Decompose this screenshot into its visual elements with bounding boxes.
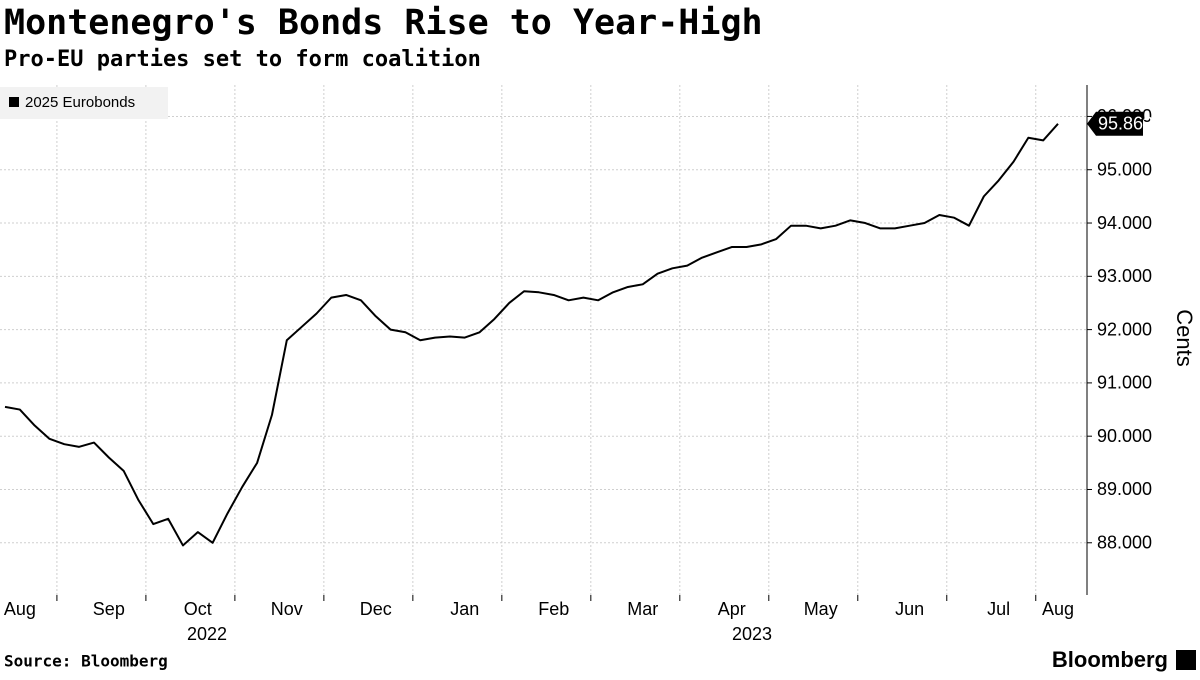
x-tick-label: Oct <box>184 599 212 619</box>
x-tick-label: Aug <box>1042 599 1074 619</box>
grid-layer <box>0 85 1087 595</box>
chart-subtitle: Pro-EU parties set to form coalition <box>4 47 481 72</box>
y-tick-label: 90.000 <box>1097 426 1152 446</box>
x-tick-label: Jul <box>987 599 1010 619</box>
last-value-label: 95.862 <box>1098 114 1153 134</box>
x-tick-label: Aug <box>4 599 36 619</box>
brand: Bloomberg <box>1052 647 1168 672</box>
legend-box <box>0 87 168 119</box>
x-tick-label: Mar <box>627 599 658 619</box>
y-tick-label: 88.000 <box>1097 533 1152 553</box>
x-tick-label: Jun <box>895 599 924 619</box>
x-tick-label: Nov <box>271 599 303 619</box>
x-tick-label: Jan <box>450 599 479 619</box>
y-axis-label: Cents <box>1172 309 1197 366</box>
y-tick-label: 89.000 <box>1097 479 1152 499</box>
source: Source: Bloomberg <box>4 652 168 671</box>
y-tick-label: 92.000 <box>1097 319 1152 339</box>
x-group-label: 2022 <box>187 624 227 644</box>
brand-icon <box>1176 650 1196 670</box>
x-tick-label: May <box>804 599 838 619</box>
chart-title: Montenegro's Bonds Rise to Year-High <box>4 3 763 43</box>
y-tick-label: 95.000 <box>1097 159 1152 179</box>
y-tick-label: 94.000 <box>1097 213 1152 233</box>
axis-layer: 88.000 89.000 90.000 91.000 92.000 93.000 94.0… <box>4 85 1153 644</box>
legend-swatch <box>9 97 19 107</box>
x-tick-label: Apr <box>718 599 746 619</box>
x-tick-label: Feb <box>538 599 569 619</box>
line-layer <box>4 123 1059 547</box>
x-tick-label: Sep <box>93 599 125 619</box>
x-tick-label: Dec <box>360 599 392 619</box>
y-tick-label: 93.000 <box>1097 266 1152 286</box>
series-line <box>4 123 1059 547</box>
y-tick-label: 91.000 <box>1097 373 1152 393</box>
last-value-tag <box>1087 111 1143 136</box>
legend-label: 2025 Eurobonds <box>25 94 135 111</box>
x-group-label: 2023 <box>732 624 772 644</box>
